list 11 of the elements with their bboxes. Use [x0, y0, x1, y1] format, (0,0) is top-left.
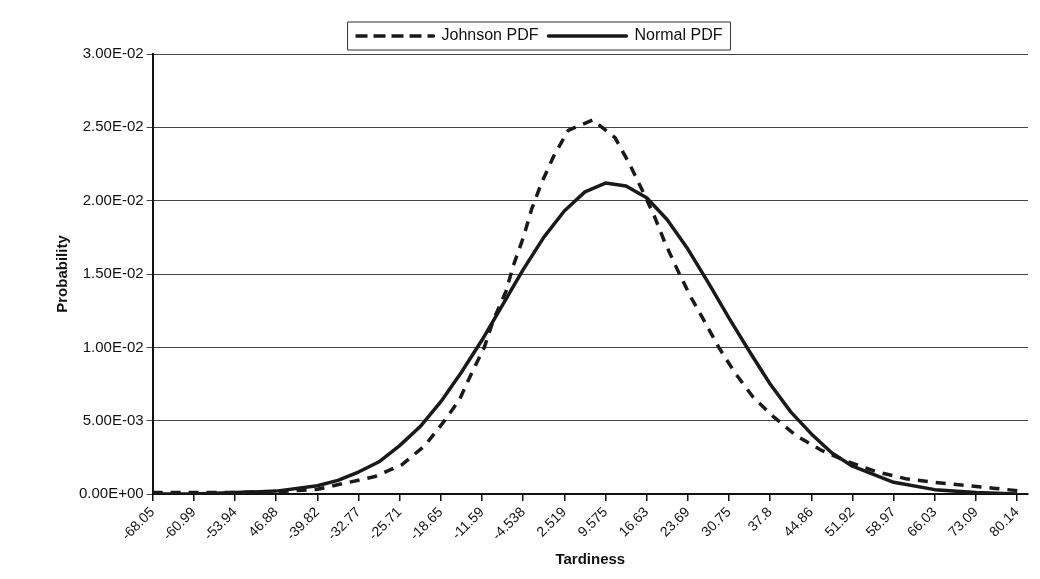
y-tick-label: 1.00E-02 — [82, 337, 144, 355]
legend-label: Normal PDF — [634, 26, 723, 44]
y-tick-label: 3.00E-02 — [82, 44, 144, 62]
y-tick-label: 2.50E-02 — [82, 117, 144, 135]
legend-label: Johnson PDF — [441, 26, 539, 44]
y-tick-label: 0.00E+00 — [78, 484, 144, 502]
y-tick-label: 5.00E-03 — [82, 410, 144, 428]
y-tick-label: 1.50E-02 — [82, 264, 144, 282]
y-axis-title: Probability — [53, 234, 71, 313]
x-axis-title: Tardiness — [555, 550, 626, 568]
y-tick-label: 2.00E-02 — [82, 190, 144, 208]
